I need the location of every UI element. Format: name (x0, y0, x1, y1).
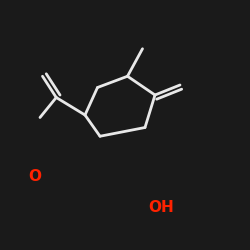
Text: OH: OH (148, 200, 174, 215)
Text: O: O (28, 169, 42, 184)
